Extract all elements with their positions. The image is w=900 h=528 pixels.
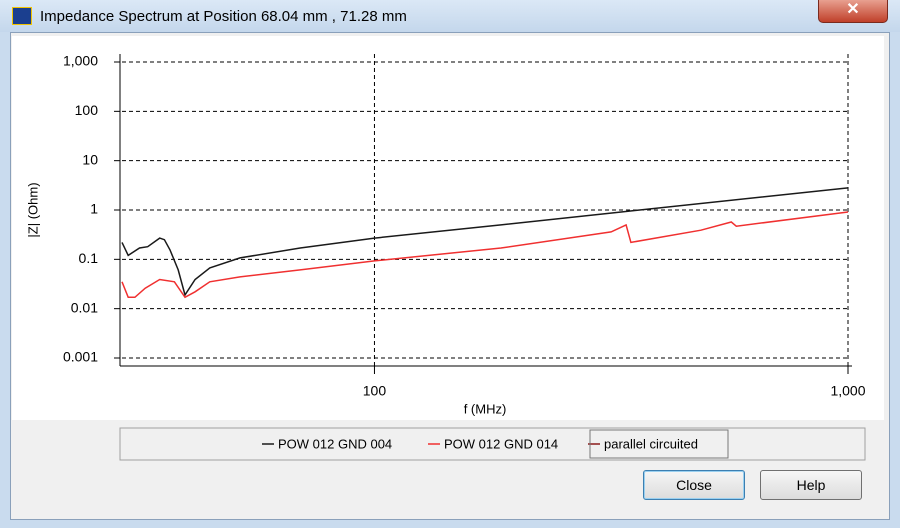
- chart-background: [12, 36, 884, 420]
- series-line: [121, 211, 849, 299]
- close-window-button[interactable]: ✕: [818, 0, 888, 23]
- legend-label: parallel circuited: [604, 436, 698, 451]
- x-tick-label: 100: [363, 383, 387, 399]
- y-tick-label: 100: [75, 102, 99, 118]
- title-bar: Impedance Spectrum at Position 68.04 mm …: [0, 0, 900, 32]
- y-tick-label: 1,000: [63, 53, 98, 69]
- legend-box: [119, 427, 866, 461]
- y-axis-label: |Z| (Ohm): [25, 182, 40, 237]
- x-tick-label: 1,000: [830, 383, 865, 399]
- close-button[interactable]: Close: [643, 470, 745, 500]
- legend-label: POW 012 GND 004: [278, 436, 392, 451]
- series-line: [121, 187, 849, 297]
- y-tick-label: 0.001: [63, 349, 98, 365]
- y-tick-label: 1: [90, 201, 98, 217]
- legend-label: POW 012 GND 014: [444, 436, 558, 451]
- window-title: Impedance Spectrum at Position 68.04 mm …: [40, 8, 407, 25]
- app-icon: [12, 7, 32, 25]
- help-button[interactable]: Help: [760, 470, 862, 500]
- y-tick-label: 10: [82, 151, 98, 167]
- y-tick-label: 0.01: [71, 299, 98, 315]
- legend-focus: [589, 429, 729, 459]
- y-tick-label: 0.1: [79, 250, 99, 266]
- x-axis-label: f (MHz): [464, 401, 507, 416]
